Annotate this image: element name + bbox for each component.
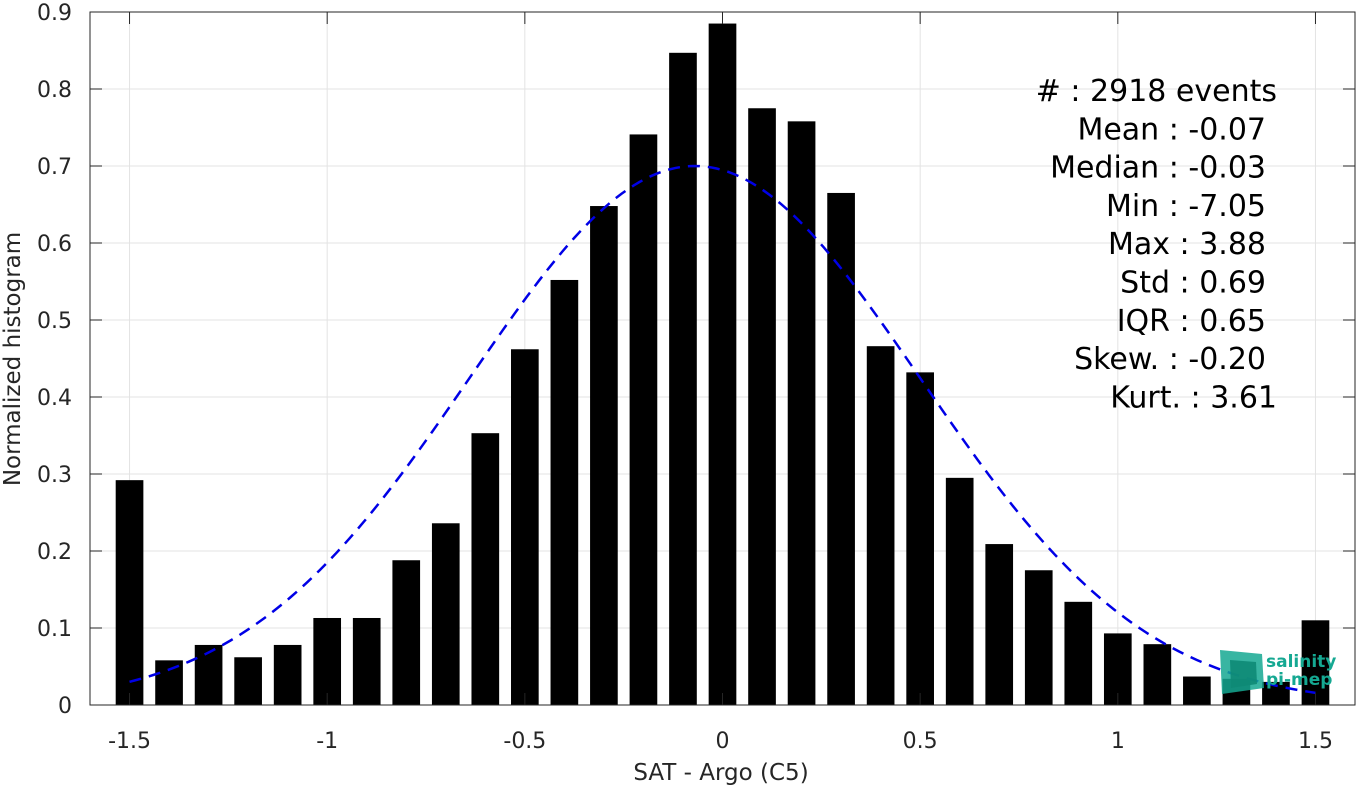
x-tick-label: -1.5: [108, 729, 151, 754]
y-tick-label: 0.9: [37, 1, 72, 26]
x-tick-label: 1.5: [1298, 729, 1333, 754]
y-tick-label: 0.6: [37, 232, 72, 257]
bars: [115, 23, 1330, 706]
histogram-bar: [708, 23, 737, 706]
histogram-bar: [590, 206, 618, 706]
x-tick-label: 1: [1111, 729, 1125, 754]
histogram-bar: [115, 480, 144, 705]
histogram-bar: [273, 644, 302, 705]
histogram-bar: [669, 52, 697, 706]
y-tick-label: 0.7: [37, 155, 72, 180]
axes: [89, 11, 1356, 706]
histogram-bar: [866, 346, 895, 705]
histogram-bar: [1262, 681, 1290, 705]
histogram-bar: [985, 544, 1014, 705]
histogram-bar: [945, 477, 974, 705]
stat-line: # : 2918 events: [1036, 74, 1277, 109]
histogram-bar: [511, 349, 539, 705]
histogram-bar: [1064, 601, 1093, 705]
histogram-bar: [827, 192, 855, 705]
y-tick-labels: 0 0.1 0.2 0.3 0.4 0.5 0.6 0.7 0.8 0.9: [37, 1, 72, 719]
histogram-bar: [629, 134, 658, 705]
histogram-bar: [352, 617, 381, 705]
histogram-bar: [155, 660, 183, 705]
stat-line: Mean : -0.07: [1077, 112, 1266, 147]
histogram-bar: [313, 617, 342, 705]
logo-text-salinity: salinity: [1266, 652, 1336, 672]
stat-line: Kurt. : 3.61: [1110, 380, 1277, 415]
x-tick-label: -0.5: [503, 729, 546, 754]
histogram-bar: [431, 523, 460, 705]
stat-line: IQR : 0.65: [1117, 304, 1266, 339]
y-tick-label: 0.3: [37, 463, 72, 488]
y-axis-label: Normalized histogram: [0, 232, 26, 486]
x-tick-label: 0.5: [903, 729, 938, 754]
x-tick-labels: -1.5 -1 -0.5 0 0.5 1 1.5: [108, 729, 1333, 754]
logo-mark-inner-icon: [1230, 660, 1257, 688]
salinity-pi-mep-logo: salinity pi-mep: [1220, 650, 1336, 694]
y-tick-label: 0.4: [37, 386, 72, 411]
histogram-bar: [906, 372, 934, 705]
histogram-bar: [392, 560, 421, 705]
histogram-bar: [550, 279, 579, 705]
stat-line: Min : -7.05: [1106, 189, 1266, 224]
stat-line: Median : -0.03: [1050, 151, 1266, 186]
x-tick-label: -1: [316, 729, 338, 754]
histogram-bar: [234, 657, 262, 705]
y-tick-label: 0.5: [37, 309, 72, 334]
histogram-bar: [748, 108, 776, 705]
histogram-bar: [1024, 570, 1053, 705]
stat-line: Max : 3.88: [1108, 227, 1266, 262]
x-axis-label: SAT - Argo (C5): [633, 760, 808, 786]
histogram-bar: [787, 121, 816, 706]
y-tick-label: 0: [58, 694, 72, 719]
x-tick-label: 0: [716, 729, 730, 754]
histogram-bar: [1143, 644, 1172, 705]
histogram-bar: [194, 644, 223, 705]
logo-text-pi-mep: pi-mep: [1266, 670, 1332, 690]
y-tick-label: 0.8: [37, 78, 72, 103]
stat-line: Skew. : -0.20: [1074, 342, 1266, 377]
histogram-bar: [471, 433, 500, 705]
stat-line: Std : 0.69: [1120, 266, 1266, 301]
y-tick-label: 0.2: [37, 540, 72, 565]
y-tick-label: 0.1: [37, 617, 72, 642]
histogram-bar: [1183, 676, 1211, 705]
